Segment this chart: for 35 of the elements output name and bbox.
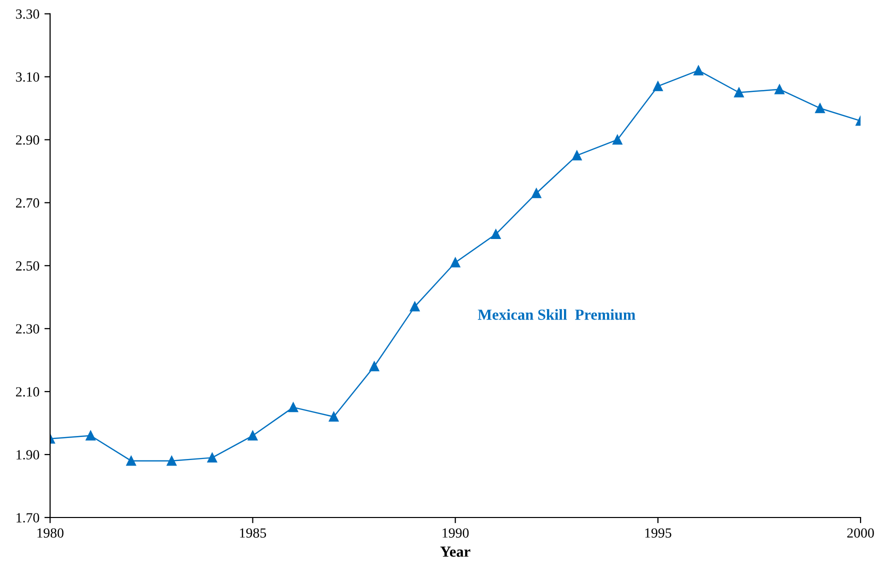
point bbox=[490, 229, 501, 240]
x-tick-label: 2000 bbox=[847, 528, 874, 538]
point bbox=[450, 258, 460, 268]
y-tick-label: 1.90 bbox=[16, 450, 40, 460]
x-axis-title: Year bbox=[440, 546, 470, 557]
y-tick-label: 2.50 bbox=[16, 261, 40, 271]
point bbox=[572, 150, 582, 160]
point bbox=[328, 412, 339, 422]
point bbox=[653, 81, 663, 92]
point bbox=[612, 134, 622, 145]
point bbox=[734, 88, 744, 98]
point bbox=[815, 103, 825, 114]
point bbox=[410, 302, 420, 312]
text: Mexican Skill Premium bbox=[478, 309, 636, 320]
x-tick-label: 1985 bbox=[240, 528, 266, 538]
point bbox=[248, 430, 258, 441]
x-tick-label: 1980 bbox=[37, 528, 64, 538]
point bbox=[369, 362, 380, 372]
point bbox=[207, 452, 218, 463]
point bbox=[166, 456, 177, 466]
point bbox=[288, 402, 298, 412]
point bbox=[532, 188, 542, 198]
point bbox=[774, 84, 784, 94]
point bbox=[86, 430, 96, 441]
y-tick-label: 2.90 bbox=[16, 135, 40, 145]
y-tick-label: 2.70 bbox=[16, 198, 40, 208]
x-tick-label: 1995 bbox=[645, 528, 672, 538]
y-tick-label: 2.10 bbox=[16, 387, 40, 397]
y-tick-label: 2.30 bbox=[16, 324, 40, 334]
point bbox=[694, 66, 704, 76]
y-tick-label: 1.70 bbox=[16, 513, 40, 523]
y-tick-label: 3.30 bbox=[16, 9, 40, 19]
point bbox=[126, 456, 136, 466]
x-tick-label: 1990 bbox=[442, 528, 469, 538]
y-tick-label: 3.10 bbox=[16, 72, 40, 82]
